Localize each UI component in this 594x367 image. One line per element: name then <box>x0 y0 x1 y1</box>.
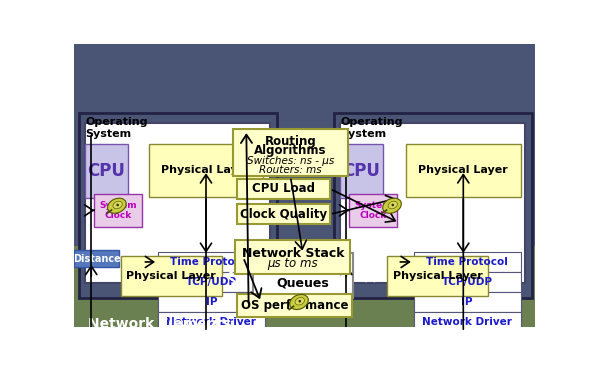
Text: TCP/UDP: TCP/UDP <box>442 277 492 287</box>
Text: Routers: ms: Routers: ms <box>259 165 322 175</box>
Text: Algorithms: Algorithms <box>254 144 327 157</box>
Bar <box>237 294 352 317</box>
Circle shape <box>298 300 301 302</box>
Bar <box>121 256 222 296</box>
Text: Operating
System: Operating System <box>340 117 403 139</box>
Ellipse shape <box>108 198 126 213</box>
Text: Operating
System: Operating System <box>85 117 147 139</box>
Text: CPU: CPU <box>87 162 125 180</box>
Text: Routing
Queues: Routing Queues <box>276 262 330 290</box>
Bar <box>413 312 521 332</box>
Bar <box>237 204 330 224</box>
Text: μs to ms: μs to ms <box>267 257 318 270</box>
Bar <box>74 246 535 327</box>
Text: Time Protocol: Time Protocol <box>170 257 252 267</box>
Ellipse shape <box>113 201 122 209</box>
Text: TCP/UDP: TCP/UDP <box>186 277 237 287</box>
Bar <box>252 254 353 298</box>
Bar <box>387 256 488 296</box>
Bar <box>158 312 265 332</box>
Bar <box>94 194 143 226</box>
Bar <box>74 250 119 267</box>
Text: System
Clock: System Clock <box>100 201 137 220</box>
Ellipse shape <box>295 297 305 305</box>
Bar <box>148 144 263 196</box>
Text: IP: IP <box>206 297 217 307</box>
Text: Time Protocol: Time Protocol <box>426 257 508 267</box>
Text: CPU Load: CPU Load <box>252 182 315 195</box>
Bar <box>413 252 521 272</box>
Text: CPU: CPU <box>343 162 380 180</box>
Text: Routing: Routing <box>264 135 317 148</box>
Text: System
Clock: System Clock <box>355 201 392 220</box>
Bar <box>340 144 383 198</box>
Bar <box>158 292 265 312</box>
Bar <box>334 113 532 298</box>
Bar <box>235 240 350 274</box>
Text: Network Driver: Network Driver <box>166 317 257 327</box>
Text: Distance: Distance <box>73 254 121 264</box>
Text: Network Elements: Network Elements <box>88 317 232 331</box>
Text: Network Stack: Network Stack <box>242 247 344 259</box>
Text: Physical Layer: Physical Layer <box>418 165 508 175</box>
Ellipse shape <box>290 294 308 309</box>
Text: Clock Quality: Clock Quality <box>240 208 327 221</box>
Bar <box>406 144 521 196</box>
Bar <box>79 113 277 298</box>
Ellipse shape <box>388 201 397 209</box>
Bar <box>85 144 128 198</box>
Text: Network Driver: Network Driver <box>422 317 512 327</box>
Text: Switches: ns - μs: Switches: ns - μs <box>247 156 334 166</box>
Bar <box>413 292 521 312</box>
Text: IP: IP <box>462 297 473 307</box>
Text: Physical Layer: Physical Layer <box>393 271 482 281</box>
Circle shape <box>391 204 394 206</box>
Text: Physical Layer: Physical Layer <box>127 271 216 281</box>
Bar <box>237 179 330 199</box>
Bar <box>158 272 265 292</box>
Bar <box>74 44 535 248</box>
Bar <box>233 129 348 177</box>
Ellipse shape <box>383 198 402 213</box>
Bar <box>158 252 265 272</box>
Circle shape <box>116 204 119 206</box>
Bar <box>413 272 521 292</box>
Text: Physical Layer: Physical Layer <box>161 165 251 175</box>
Bar <box>85 123 270 283</box>
Bar <box>349 194 397 226</box>
Text: OS performance: OS performance <box>241 299 348 312</box>
Bar <box>340 123 525 283</box>
